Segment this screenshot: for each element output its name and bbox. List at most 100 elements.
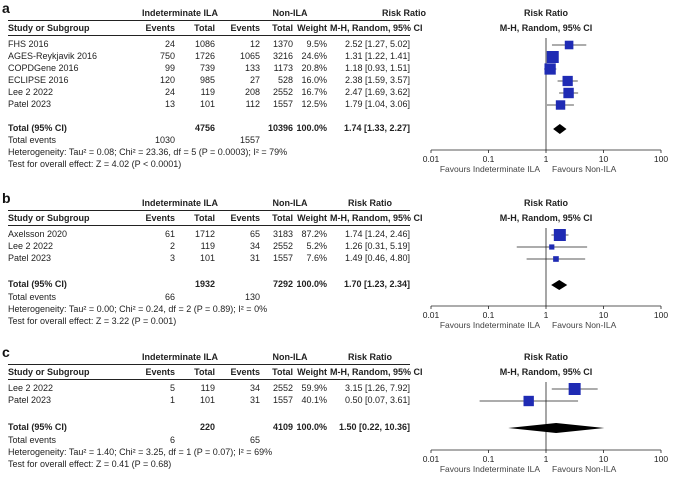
rr-header: Risk Ratio <box>347 198 392 208</box>
study-name: ECLIPSE 2016 <box>8 75 69 85</box>
ci-cell: 1.26 [0.31, 5.19] <box>344 241 410 251</box>
group1-header: Indeterminate ILA <box>141 352 218 362</box>
total-ci: 1.70 [1.23, 2.34] <box>343 279 410 289</box>
weight-cell: 24.6% <box>301 51 327 61</box>
x-tick-label: 1 <box>544 154 549 164</box>
subheader-rule <box>8 379 410 380</box>
total-ci: 1.74 [1.33, 2.27] <box>343 123 410 133</box>
total1-header: Total <box>194 213 215 223</box>
total-label: Total (95% CI) <box>8 279 67 289</box>
total2-cell: 1557 <box>272 99 293 109</box>
events2-cell: 112 <box>245 99 260 109</box>
x-tick-label: 0.01 <box>423 154 440 164</box>
total1-cell: 119 <box>200 87 215 97</box>
total2-value: 7292 <box>272 279 293 289</box>
total-ci: 1.50 [0.22, 10.36] <box>338 422 410 432</box>
forest-plot: Risk Ratio M-H, Random, 95% CI 0.01 0.1 1 10 1… <box>423 198 669 330</box>
overall-effect-text: Test for overall effect: Z = 0.41 (P = 0… <box>8 459 172 469</box>
panel-label: b <box>2 190 11 206</box>
total-weight: 100.0% <box>296 123 327 133</box>
plot-subtitle: M-H, Random, 95% CI <box>500 367 593 377</box>
weight-cell: 16.7% <box>301 87 327 97</box>
weight-cell: 5.2% <box>306 241 327 251</box>
events1-total: 66 <box>164 292 175 302</box>
effect-square <box>549 244 555 250</box>
x-tick-label: 0.01 <box>423 454 440 464</box>
overall-effect-text: Test for overall effect: Z = 3.22 (P = 0… <box>8 316 177 326</box>
plot-title: Risk Ratio <box>524 352 569 362</box>
effect-square <box>544 63 556 75</box>
weight-cell: 87.2% <box>301 229 327 239</box>
ci-cell: 1.49 [0.46, 4.80] <box>344 253 410 263</box>
weight-cell: 40.1% <box>301 395 327 405</box>
events1-cell: 13 <box>164 99 175 109</box>
heterogeneity-text: Heterogeneity: Tau² = 0.08; Chi² = 23.36… <box>8 147 288 157</box>
events1-total: 6 <box>169 435 175 445</box>
weight-header: Weight <box>297 367 327 377</box>
events1-cell: 24 <box>164 87 175 97</box>
total2-header: Total <box>272 367 293 377</box>
events-label: Total events <box>8 435 57 445</box>
study-header: Study or Subgroup <box>8 23 90 33</box>
effect-square <box>555 100 566 110</box>
total-weight: 100.0% <box>296 422 327 432</box>
events1-cell: 5 <box>169 383 175 393</box>
group2-header: Non-ILA <box>272 198 308 208</box>
pooled-diamond <box>553 124 567 134</box>
ci-cell: 1.79 [1.04, 3.06] <box>344 99 410 109</box>
method-header: M-H, Random, 95% CI <box>330 23 423 33</box>
plot-title: Risk Ratio <box>524 8 569 18</box>
x-tick-label: 0.1 <box>483 154 495 164</box>
ci-cell: 2.47 [1.69, 3.62] <box>344 87 410 97</box>
weight-cell: 16.0% <box>301 75 327 85</box>
group2-header: Non-ILA <box>272 8 308 18</box>
total2-cell: 1557 <box>272 253 293 263</box>
study-name: Patel 2023 <box>8 99 52 109</box>
events1-cell: 61 <box>164 229 175 239</box>
events2-cell: 208 <box>244 87 260 97</box>
total1-value: 220 <box>199 422 215 432</box>
ci-cell: 2.52 [1.27, 5.02] <box>344 39 410 49</box>
plot-subtitle: M-H, Random, 95% CI <box>500 213 593 223</box>
favours-right-label: Favours Non-ILA <box>552 164 617 174</box>
header-rule <box>8 210 410 211</box>
forest-plot-panel-c: c Indeterminate ILA Non-ILA Risk Ratio S… <box>0 344 685 480</box>
total2-cell: 2552 <box>272 241 293 251</box>
total2-value: 4109 <box>272 422 293 432</box>
total1-cell: 739 <box>199 63 215 73</box>
study-name: Lee 2 2022 <box>8 383 54 393</box>
heterogeneity-text: Heterogeneity: Tau² = 0.00; Chi² = 0.24,… <box>8 304 268 314</box>
study-header: Study or Subgroup <box>8 213 90 223</box>
x-tick-label: 10 <box>599 154 609 164</box>
total2-cell: 2552 <box>272 87 293 97</box>
events2-total: 65 <box>249 435 260 445</box>
total2-cell: 2552 <box>272 383 293 393</box>
total1-cell: 101 <box>199 99 215 109</box>
ci-cell: 3.15 [1.26, 7.92] <box>344 383 410 393</box>
total1-cell: 1712 <box>194 229 215 239</box>
total2-cell: 3183 <box>272 229 293 239</box>
events2-total: 130 <box>244 292 260 302</box>
total1-header: Total <box>194 367 215 377</box>
x-tick-label: 100 <box>654 454 668 464</box>
favours-left-label: Favours Indeterminate ILA <box>440 464 540 474</box>
ci-cell: 1.31 [1.22, 1.41] <box>344 51 410 61</box>
total1-cell: 1726 <box>194 51 215 61</box>
study-name: Lee 2 2022 <box>8 241 54 251</box>
total-label: Total (95% CI) <box>8 123 67 133</box>
group1-header: Indeterminate ILA <box>141 8 218 18</box>
ci-cell: 0.50 [0.07, 3.61] <box>344 395 410 405</box>
forest-plot-panel-a: a Indeterminate ILA Non-ILA Risk Ratio S… <box>0 0 685 174</box>
events2-cell: 133 <box>244 63 260 73</box>
events2-header: Events <box>230 23 260 33</box>
events-label: Total events <box>8 135 57 145</box>
x-tick-label: 1 <box>544 454 549 464</box>
events1-cell: 750 <box>159 51 175 61</box>
study-header: Study or Subgroup <box>8 367 90 377</box>
events2-cell: 12 <box>249 39 260 49</box>
total1-cell: 119 <box>200 241 215 251</box>
subheader-rule <box>8 225 410 226</box>
weight-cell: 59.9% <box>301 383 327 393</box>
events1-cell: 1 <box>169 395 175 405</box>
events2-cell: 31 <box>249 395 260 405</box>
